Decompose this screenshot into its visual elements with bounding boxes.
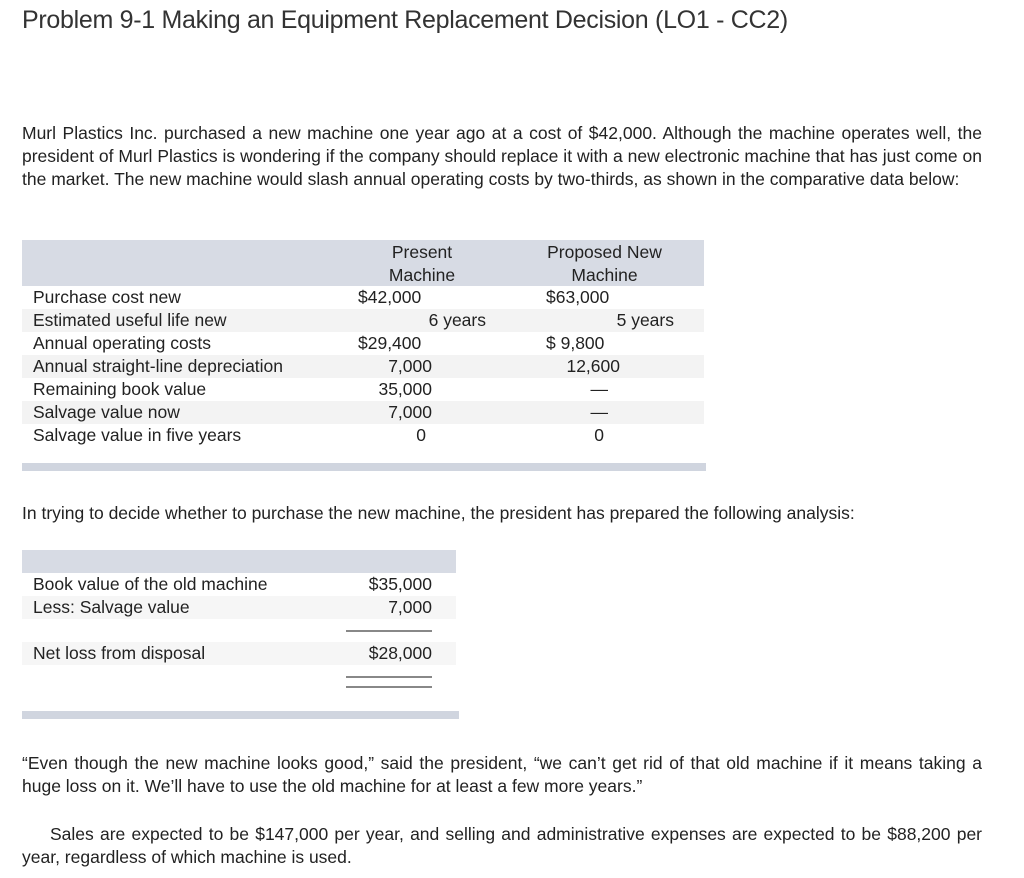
present-value: $42,000 [358,287,422,307]
present-value: 35,000 [378,379,432,399]
row-label: Less: Salvage value [33,597,190,617]
intro-paragraph: Murl Plastics Inc. purchased a new machi… [22,123,982,189]
proposed-value: $ 9,800 [546,333,605,353]
row-label: Estimated useful life new [33,310,227,330]
row-label: Remaining book value [33,379,207,399]
table-row: Salvage value in five years 0 0 [22,424,704,447]
president-quote: “Even though the new machine looks good,… [22,753,982,796]
present-value: 7,000 [388,402,432,422]
analysis-table: Book value of the old machine $35,000 Le… [22,550,459,719]
present-value: 0 [416,425,426,445]
row-label: Purchase cost new [33,287,181,307]
proposed-value: — [590,379,609,399]
row-value: 7,000 [388,597,432,617]
proposed-value: 5 years [616,310,674,330]
table-row: Less: Salvage value 7,000 [22,596,456,619]
table-row: Remaining book value 35,000 — [22,378,704,401]
present-value: 7,000 [388,356,432,376]
header-present-machine: Present Machine [388,242,456,285]
table-footer-bar [22,711,459,719]
subtotal-rule [346,630,432,632]
proposed-value: $63,000 [546,287,610,307]
present-value: 6 years [428,310,486,330]
double-rule-top [346,676,432,678]
row-value: $28,000 [368,643,432,663]
sales-note: Sales are expected to be $147,000 per ye… [22,824,982,867]
analysis-table-header [22,550,456,573]
problem-title: Problem 9-1 Making an Equipment Replacem… [22,6,788,34]
header-proposed-machine: Proposed New Machine [547,242,662,285]
row-label: Annual operating costs [33,333,212,353]
row-label: Net loss from disposal [33,643,206,663]
table-row: Purchase cost new $42,000 $63,000 [22,286,704,309]
table-row: Net loss from disposal $28,000 [22,642,456,665]
comparison-table-header: Present Machine Proposed New Machine [22,240,704,286]
present-value: $29,400 [358,333,422,353]
row-label: Salvage value in five years [33,425,242,445]
table-row: Annual straight-line depreciation 7,000 … [22,355,704,378]
analysis-intro-paragraph: In trying to decide whether to purchase … [22,503,855,523]
row-label: Book value of the old machine [33,574,268,594]
proposed-value: 0 [594,425,604,445]
row-label: Annual straight-line depreciation [33,356,284,376]
table-footer-bar [22,463,706,471]
table-row: Salvage value now 7,000 — [22,401,704,424]
comparison-table: Present Machine Proposed New Machine Pur… [22,240,706,471]
row-value: $35,000 [368,574,432,594]
table-row: Annual operating costs $29,400 $ 9,800 [22,332,704,355]
table-row: Estimated useful life new 6 years 5 year… [22,309,704,332]
double-rule-bottom [346,686,432,688]
proposed-value: — [590,402,609,422]
proposed-value: 12,600 [566,356,620,376]
table-row: Book value of the old machine $35,000 [22,573,456,596]
row-label: Salvage value now [33,402,180,422]
